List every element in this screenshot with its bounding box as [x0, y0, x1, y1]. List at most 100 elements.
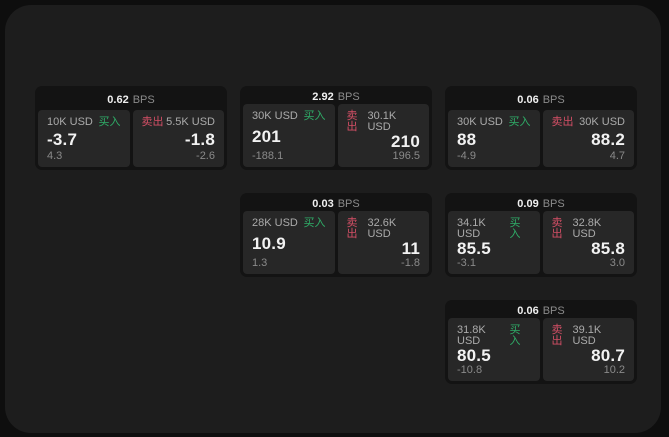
sell-delta: 3.0: [609, 257, 625, 269]
buy-delta: 1.3: [252, 257, 268, 269]
buy-delta: 4.3: [47, 150, 63, 162]
bps-value: 0.62: [107, 93, 129, 106]
bps-unit-label: BPS: [337, 197, 360, 210]
quote-tiles: 30K USD 买入 88 -4.9 卖出 30K USD 88.2 4.7: [448, 110, 634, 167]
bps-header: 0.03 BPS: [243, 196, 429, 211]
sell-price: 85.8: [591, 239, 625, 259]
buy-price: -3.7: [47, 129, 78, 149]
sell-tile[interactable]: 卖出 30.1K USD 210 196.5: [337, 104, 429, 167]
buy-price: 80.5: [457, 346, 491, 366]
sell-price: -1.8: [184, 129, 215, 149]
sell-tile-top: 卖出 39.1K USD: [552, 325, 626, 347]
bps-value: 0.06: [517, 93, 539, 106]
sell-side-label: 卖出: [551, 217, 563, 241]
quote-tiles: 28K USD 买入 10.9 1.3 卖出 32.6K USD 11 -1.8: [243, 211, 429, 274]
buy-side-label: 买入: [303, 217, 326, 230]
buy-side-label: 买入: [98, 116, 121, 128]
quote-cards-grid: 0.62 BPS 10K USD 买入 -3.7 4.3 卖出 5.5K USD: [35, 86, 637, 384]
sell-tile-top: 卖出 30.1K USD: [347, 111, 421, 133]
quote-card: 2.92 BPS 30K USD 买入 201 -188.1 卖出 30.1K …: [240, 86, 432, 170]
bps-header: 0.06 BPS: [448, 303, 634, 318]
bps-value: 0.06: [517, 304, 539, 317]
buy-tile-top: 10K USD 买入: [47, 117, 121, 128]
buy-price: 201: [252, 126, 281, 146]
sell-amount: 30K USD: [579, 116, 625, 128]
buy-side-label: 买入: [509, 324, 521, 348]
buy-side-label: 买入: [303, 110, 326, 123]
bps-header: 0.62 BPS: [38, 89, 224, 110]
bps-unit-label: BPS: [337, 90, 360, 103]
quote-tiles: 30K USD 买入 201 -188.1 卖出 30.1K USD 210 1…: [243, 104, 429, 167]
buy-delta: -4.9: [457, 150, 476, 162]
buy-delta: -188.1: [252, 150, 284, 162]
sell-delta: -2.6: [196, 150, 215, 162]
bps-header: 0.06 BPS: [448, 89, 634, 110]
buy-tile-top: 28K USD 买入: [252, 218, 326, 229]
sell-side-label: 卖出: [141, 116, 164, 128]
buy-tile-top: 30K USD 买入: [457, 117, 531, 128]
bps-value: 0.09: [517, 197, 539, 210]
buy-tile-top: 31.8K USD 买入: [457, 325, 531, 347]
sell-side-label: 卖出: [551, 324, 563, 348]
sell-amount: 30.1K USD: [367, 110, 397, 134]
buy-side-label: 买入: [509, 217, 521, 241]
buy-tile[interactable]: 30K USD 买入 201 -188.1: [243, 104, 335, 167]
quote-tiles: 34.1K USD 买入 85.5 -3.1 卖出 32.8K USD 85.8…: [448, 211, 634, 274]
bps-header: 2.92 BPS: [243, 89, 429, 104]
buy-price: 85.5: [457, 239, 491, 259]
bps-unit-label: BPS: [542, 304, 565, 317]
buy-tile[interactable]: 31.8K USD 买入 80.5 -10.8: [448, 318, 540, 381]
sell-delta: 10.2: [603, 364, 625, 376]
buy-tile-top: 34.1K USD 买入: [457, 218, 531, 240]
bps-header: 0.09 BPS: [448, 196, 634, 211]
quote-tiles: 10K USD 买入 -3.7 4.3 卖出 5.5K USD -1.8 -2.…: [38, 110, 224, 167]
sell-side-label: 卖出: [346, 217, 358, 241]
app-panel: 0.62 BPS 10K USD 买入 -3.7 4.3 卖出 5.5K USD: [5, 5, 661, 433]
sell-tile-top: 卖出 5.5K USD: [142, 117, 216, 128]
sell-delta: -1.8: [401, 257, 420, 269]
sell-amount: 32.8K USD: [572, 217, 602, 241]
buy-tile[interactable]: 30K USD 买入 88 -4.9: [448, 110, 540, 167]
sell-amount: 39.1K USD: [572, 324, 602, 348]
buy-amount: 10K USD: [47, 116, 93, 128]
sell-tile-top: 卖出 32.6K USD: [347, 218, 421, 240]
quote-tiles: 31.8K USD 买入 80.5 -10.8 卖出 39.1K USD 80.…: [448, 318, 634, 381]
buy-tile-top: 30K USD 买入: [252, 111, 326, 122]
sell-delta: 196.5: [392, 150, 420, 162]
bps-unit-label: BPS: [542, 93, 565, 106]
bps-value: 2.92: [312, 90, 334, 103]
buy-delta: -3.1: [457, 257, 476, 269]
bps-unit-label: BPS: [542, 197, 565, 210]
sell-price: 11: [401, 239, 420, 259]
sell-tile[interactable]: 卖出 39.1K USD 80.7 10.2: [542, 318, 634, 381]
quote-card: 0.06 BPS 31.8K USD 买入 80.5 -10.8 卖出 39.1…: [445, 300, 637, 384]
buy-side-label: 买入: [508, 116, 531, 128]
buy-delta: -10.8: [457, 364, 483, 376]
sell-amount: 32.6K USD: [367, 217, 397, 241]
sell-tile[interactable]: 卖出 5.5K USD -1.8 -2.6: [132, 110, 224, 167]
buy-tile[interactable]: 10K USD 买入 -3.7 4.3: [38, 110, 130, 167]
sell-price: 210: [391, 132, 420, 152]
buy-tile[interactable]: 34.1K USD 买入 85.5 -3.1: [448, 211, 540, 274]
sell-side-label: 卖出: [551, 116, 574, 128]
sell-tile-top: 卖出 32.8K USD: [552, 218, 626, 240]
sell-tile[interactable]: 卖出 32.6K USD 11 -1.8: [337, 211, 429, 274]
quote-card: 0.06 BPS 30K USD 买入 88 -4.9 卖出 30K USD: [445, 86, 637, 170]
sell-price: 80.7: [591, 346, 625, 366]
sell-side-label: 卖出: [346, 110, 358, 134]
buy-amount: 31.8K USD: [457, 324, 486, 348]
bps-value: 0.03: [312, 197, 334, 210]
sell-tile[interactable]: 卖出 32.8K USD 85.8 3.0: [542, 211, 634, 274]
sell-amount: 5.5K USD: [166, 116, 215, 128]
quote-card: 0.62 BPS 10K USD 买入 -3.7 4.3 卖出 5.5K USD: [35, 86, 227, 170]
buy-tile[interactable]: 28K USD 买入 10.9 1.3: [243, 211, 335, 274]
buy-amount: 34.1K USD: [457, 217, 486, 241]
buy-price: 88: [457, 129, 477, 149]
bps-unit-label: BPS: [132, 93, 155, 106]
buy-amount: 30K USD: [457, 116, 503, 128]
sell-tile[interactable]: 卖出 30K USD 88.2 4.7: [542, 110, 634, 167]
buy-amount: 30K USD: [252, 110, 298, 123]
buy-amount: 28K USD: [252, 217, 298, 230]
sell-tile-top: 卖出 30K USD: [552, 117, 626, 128]
sell-delta: 4.7: [609, 150, 625, 162]
